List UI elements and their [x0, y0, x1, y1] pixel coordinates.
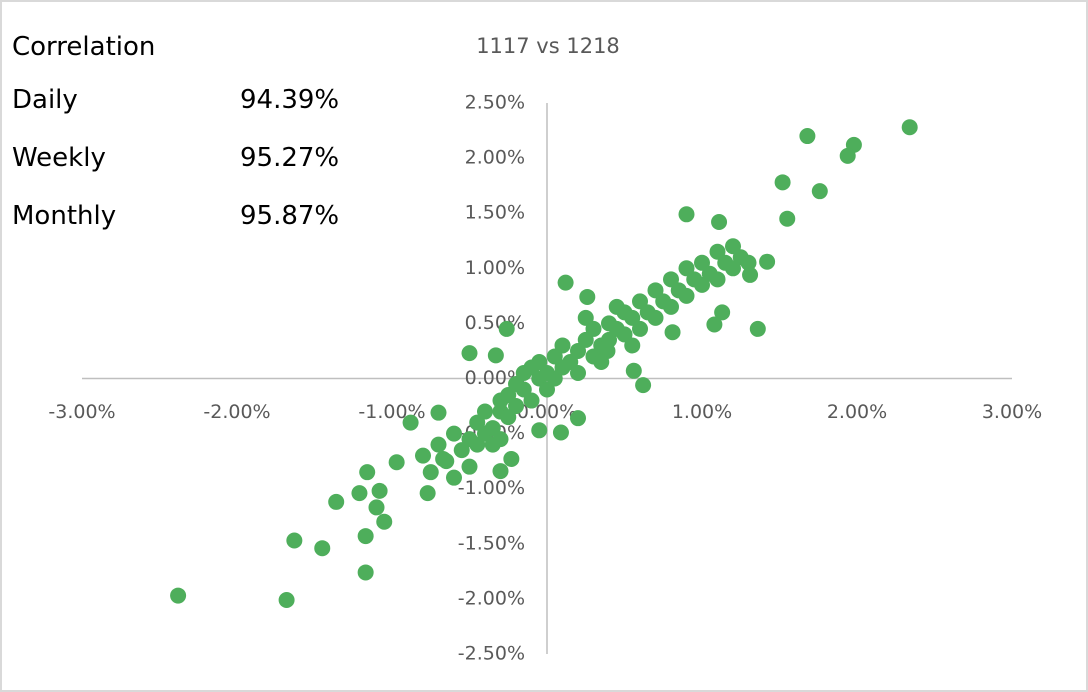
scatter-point: [740, 254, 757, 271]
correlation-value: 95.27%: [240, 143, 340, 173]
y-tick-label: 2.50%: [465, 92, 525, 114]
scatter-point: [446, 469, 462, 486]
scatter-point: [523, 392, 540, 409]
x-tick-label: -2.00%: [203, 401, 270, 423]
y-tick-label: 0.50%: [465, 312, 525, 334]
scatter-point: [774, 174, 791, 191]
correlation-label: Monthly: [12, 201, 117, 231]
scatter-point: [461, 458, 478, 475]
scatter-point: [415, 447, 431, 464]
scatter-point: [492, 463, 509, 480]
x-tick-label: 2.00%: [827, 401, 887, 423]
scatter-point: [388, 454, 405, 471]
y-tick-label: -2.00%: [458, 587, 525, 609]
scatter-point: [446, 425, 462, 442]
scatter-point: [357, 564, 374, 581]
scatter-point: [477, 403, 493, 420]
scatter-point: [811, 183, 828, 200]
scatter-point: [570, 410, 586, 427]
scatter-point: [632, 320, 648, 337]
scatter-point: [278, 592, 295, 609]
x-tick-label: 3.00%: [982, 401, 1042, 423]
scatter-point: [711, 214, 728, 231]
scatter-point: [286, 532, 303, 549]
scatter-point: [570, 364, 586, 381]
scatter-point: [402, 414, 419, 431]
scatter-point: [419, 485, 436, 502]
scatter-point: [647, 309, 664, 326]
scatter-point: [678, 287, 695, 304]
scatter-point: [779, 210, 796, 227]
scatter-point: [422, 464, 439, 481]
y-tick-label: 1.50%: [465, 202, 525, 224]
scatter-point: [461, 345, 478, 362]
x-tick-label: -3.00%: [48, 401, 115, 423]
correlation-value: 94.39%: [240, 85, 340, 115]
scatter-point: [839, 147, 856, 164]
y-tick-label: 1.00%: [465, 257, 525, 279]
y-tick-label: -1.00%: [458, 477, 525, 499]
scatter-point: [170, 587, 187, 604]
y-tick-label: 2.00%: [465, 147, 525, 169]
scatter-point: [714, 304, 731, 321]
scatter-point: [357, 528, 374, 545]
correlation-label: Daily: [12, 85, 78, 115]
scatter-point: [371, 482, 388, 499]
scatter-point: [901, 119, 918, 136]
chart-title: 1117 vs 1218: [476, 34, 620, 58]
scatter-point: [492, 431, 509, 448]
scatter-point: [314, 540, 331, 557]
scatter-point: [577, 309, 594, 326]
scatter-point: [664, 324, 681, 341]
scatter-point: [706, 316, 723, 333]
scatter-point: [376, 513, 393, 530]
correlation-label: Weekly: [12, 143, 106, 173]
scatter-point: [498, 320, 515, 337]
scatter-point: [531, 422, 548, 439]
scatter-point: [742, 266, 759, 283]
scatter-point: [328, 493, 345, 510]
scatter-point: [351, 485, 368, 502]
correlation-value: 95.87%: [240, 201, 340, 231]
scatter-point: [799, 128, 816, 145]
scatter-point: [430, 436, 447, 453]
scatter-point: [508, 398, 524, 415]
scatter-point: [503, 450, 520, 467]
scatter-point: [557, 274, 574, 291]
scatter-point: [430, 404, 447, 421]
scatter-point: [663, 298, 679, 315]
scatter-point: [608, 298, 625, 315]
scatter-point: [625, 362, 642, 379]
scatter-point: [554, 337, 571, 354]
scatter-point: [759, 253, 776, 270]
x-tick-label: 1.00%: [672, 401, 732, 423]
scatter-point: [624, 337, 641, 354]
scatter-point: [678, 206, 695, 223]
y-tick-label: -2.50%: [458, 643, 525, 665]
scatter-point: [359, 464, 376, 481]
scatter-point: [593, 353, 610, 370]
scatter-point: [438, 453, 455, 470]
scatter-point: [749, 320, 766, 337]
scatter-point: [368, 499, 385, 516]
scatter-point: [552, 424, 569, 441]
scatter-point: [635, 377, 652, 394]
correlation-title: Correlation: [12, 32, 156, 62]
scatter-point: [579, 288, 596, 305]
scatter-point: [487, 347, 504, 364]
y-tick-label: -1.50%: [458, 532, 525, 554]
scatter-point: [709, 271, 726, 288]
